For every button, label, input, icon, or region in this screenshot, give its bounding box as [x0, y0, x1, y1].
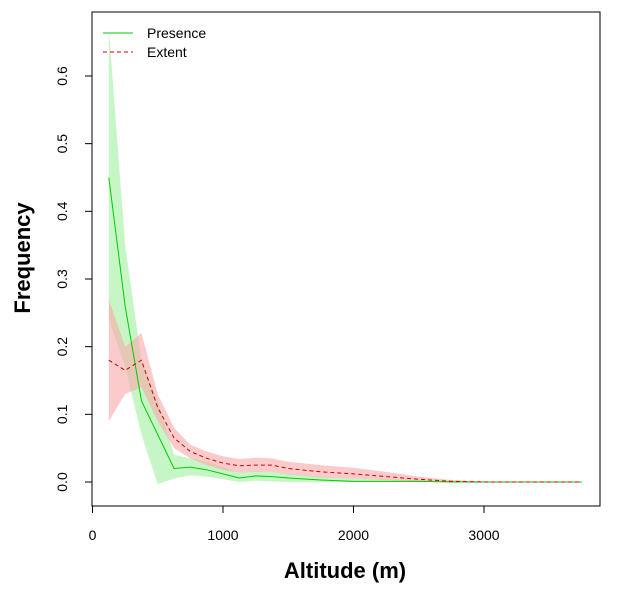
legend-label-presence: Presence	[147, 25, 206, 41]
x-tick-label: 0	[89, 527, 97, 543]
y-tick-label: 0.0	[54, 472, 70, 492]
extent-line	[108, 359, 582, 483]
y-tick-label: 0.4	[54, 201, 70, 221]
presence-confidence-band	[108, 28, 582, 485]
y-tick-label: 0.1	[54, 404, 70, 424]
y-axis: 0.0 0.1 0.2 0.3 0.4 0.5 0.6	[54, 66, 93, 492]
x-tick-label: 1000	[207, 527, 238, 543]
x-axis-label: Altitude (m)	[284, 558, 406, 583]
x-axis: 0 1000 2000 3000	[89, 505, 500, 543]
y-axis-label: Frequency	[10, 202, 35, 314]
y-tick-label: 0.5	[54, 134, 70, 154]
legend: Presence Extent	[103, 25, 206, 60]
y-tick-label: 0.3	[54, 269, 70, 289]
x-tick-label: 3000	[468, 527, 499, 543]
extent-confidence-band	[108, 299, 582, 482]
confidence-bands	[108, 28, 582, 485]
x-tick-label: 2000	[338, 527, 369, 543]
y-tick-label: 0.2	[54, 337, 70, 357]
y-tick-label: 0.6	[54, 66, 70, 86]
legend-label-extent: Extent	[147, 44, 187, 60]
series-lines	[108, 177, 582, 483]
